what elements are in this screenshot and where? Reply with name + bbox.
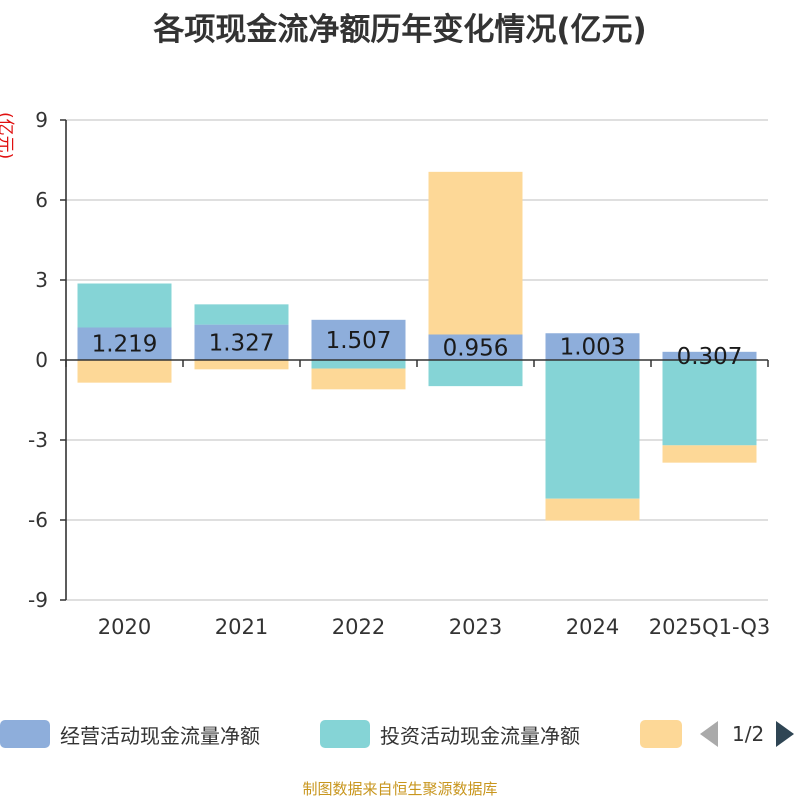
bar-financing xyxy=(545,498,640,521)
data-label-operating: 1.219 xyxy=(92,332,158,358)
y-tick-label: -9 xyxy=(28,588,48,612)
y-tick-label: 0 xyxy=(35,348,48,372)
data-label-operating: 1.507 xyxy=(326,328,392,354)
axes: -9 -6 -3 0 3 6 9 2020 2021 2022 2023 2024 2025Q1-Q3 xyxy=(28,108,770,639)
legend: 经营活动现金流量净额 投资活动现金流量净额 xyxy=(0,716,800,752)
bar-investing xyxy=(311,360,406,369)
x-tick-label: 2020 xyxy=(98,615,151,639)
bar-financing xyxy=(311,368,406,390)
data-label-operating: 1.003 xyxy=(560,335,626,361)
legend-swatch-operating xyxy=(0,720,50,748)
y-tick-label: 6 xyxy=(35,188,48,212)
legend-swatch-financing xyxy=(640,720,682,748)
bar-operating xyxy=(662,351,757,360)
x-tick-label: 2024 xyxy=(566,615,619,639)
bar-investing xyxy=(428,360,523,387)
data-label-operating: 0.307 xyxy=(677,344,743,370)
bar-investing xyxy=(77,283,172,328)
x-tick-label: 2021 xyxy=(215,615,268,639)
bar-investing xyxy=(662,360,757,446)
legend-prev-page-icon[interactable] xyxy=(700,721,718,747)
bar-operating xyxy=(311,319,406,360)
grid-lines xyxy=(66,119,768,601)
x-tick-label: 2022 xyxy=(332,615,385,639)
bar-financing xyxy=(662,445,757,463)
bar-financing xyxy=(194,360,289,370)
legend-swatch-investing xyxy=(320,720,370,748)
data-label-operating: 0.956 xyxy=(443,335,509,361)
bar-operating xyxy=(77,327,172,360)
y-tick-label: 9 xyxy=(35,108,48,132)
x-tick-label: 2023 xyxy=(449,615,502,639)
bar-operating xyxy=(545,333,640,360)
data-source-footer: 制图数据来自恒生聚源数据库 xyxy=(302,780,498,798)
legend-label-operating: 经营活动现金流量净额 xyxy=(60,723,260,748)
legend-item-operating[interactable]: 经营活动现金流量净额 xyxy=(0,716,260,752)
bar-operating xyxy=(428,334,523,360)
legend-pager: 1/2 xyxy=(700,716,795,752)
legend-next-page-icon[interactable] xyxy=(776,721,795,747)
y-tick-label: -6 xyxy=(28,508,48,532)
bar-investing xyxy=(545,360,640,499)
y-tick-label: -3 xyxy=(28,428,48,452)
chart-title: 各项现金流净额历年变化情况(亿元) xyxy=(153,12,647,48)
legend-item-investing[interactable]: 投资活动现金流量净额 xyxy=(320,716,580,752)
data-labels: 1.219 1.327 1.507 0.956 1.003 0.307 xyxy=(92,328,743,370)
bar-financing xyxy=(77,360,172,383)
legend-label-investing: 投资活动现金流量净额 xyxy=(380,723,580,748)
bars xyxy=(77,171,757,521)
bar-financing xyxy=(428,171,523,335)
x-tick-label: 2025Q1-Q3 xyxy=(649,615,771,639)
bar-operating xyxy=(194,324,289,360)
y-tick-label: 3 xyxy=(35,268,48,292)
legend-item-financing[interactable] xyxy=(640,716,682,752)
data-label-operating: 1.327 xyxy=(209,330,275,356)
bar-investing xyxy=(194,304,289,325)
legend-page-indicator: 1/2 xyxy=(732,722,765,746)
